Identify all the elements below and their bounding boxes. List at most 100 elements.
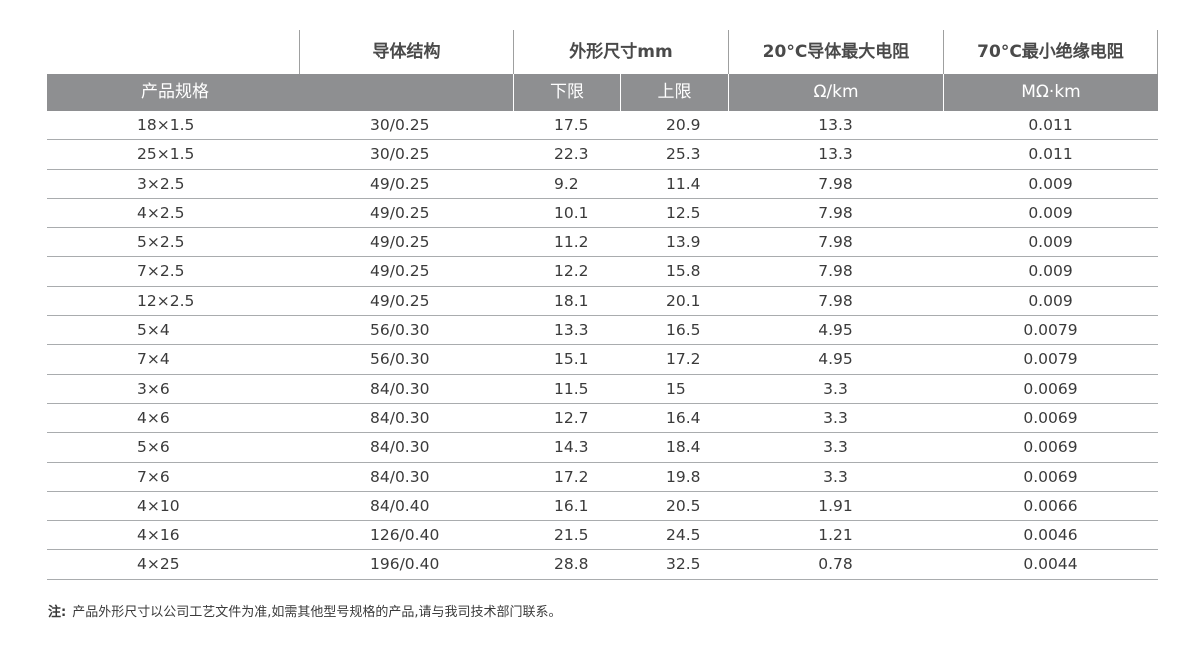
cell-spec: 4×16 [137, 526, 180, 545]
cell-upper: 18.4 [666, 438, 701, 457]
cell-upper: 17.2 [666, 350, 701, 369]
cell-spec: 5×6 [137, 438, 170, 457]
cell-insulation: 0.011 [1028, 145, 1073, 164]
cell-upper: 20.9 [666, 116, 701, 134]
cell-lower: 10.1 [554, 203, 589, 222]
table-row: 12×2.5 49/0.25 18.1 20.1 7.98 0.009 [47, 287, 1158, 317]
cell-conductor: 49/0.25 [370, 233, 430, 252]
cell-spec: 25×1.5 [137, 145, 195, 164]
cell-upper: 32.5 [666, 555, 701, 574]
cell-spec: 18×1.5 [137, 116, 195, 134]
cell-conductor: 196/0.40 [370, 555, 440, 574]
cell-lower: 12.2 [554, 262, 589, 281]
cell-insulation: 0.011 [1028, 116, 1073, 134]
cell-upper: 20.5 [666, 496, 701, 515]
cell-lower: 14.3 [554, 438, 589, 457]
column-divider [299, 30, 300, 74]
cell-resistance: 7.98 [818, 233, 853, 252]
cell-spec: 4×6 [137, 408, 170, 427]
header-res-unit: Ω/km [813, 82, 859, 102]
header-dimension: 外形尺寸mm [569, 42, 673, 62]
footnote-label: 注: [48, 605, 67, 620]
cell-upper: 15 [666, 379, 686, 398]
cell-insulation: 0.0079 [1023, 321, 1078, 340]
column-divider [728, 74, 729, 111]
cell-conductor: 84/0.30 [370, 379, 430, 398]
table-row: 25×1.5 30/0.25 22.3 25.3 13.3 0.011 [47, 140, 1158, 170]
column-divider [620, 74, 621, 111]
cell-resistance: 4.95 [818, 350, 853, 369]
header-ins-unit: MΩ·km [1021, 82, 1081, 102]
cell-spec: 4×2.5 [137, 203, 185, 222]
column-divider [943, 30, 944, 74]
cell-insulation: 0.0069 [1023, 438, 1078, 457]
table-body: 18×1.5 30/0.25 17.5 20.9 13.3 0.011 25×1.5 30/0… [47, 111, 1158, 580]
cell-insulation: 0.009 [1028, 291, 1073, 310]
cell-spec: 12×2.5 [137, 291, 195, 310]
footnote: 注: 产品外形尺寸以公司工艺文件为准,如需其他型号规格的产品,请与我司技术部门联系… [48, 601, 561, 620]
cell-spec: 7×2.5 [137, 262, 185, 281]
cell-upper: 16.4 [666, 408, 701, 427]
cell-spec: 4×25 [137, 555, 180, 574]
footnote-text: 产品外形尺寸以公司工艺文件为准,如需其他型号规格的产品,请与我司技术部门联系。 [72, 605, 562, 620]
cell-resistance: 1.91 [818, 496, 853, 515]
column-divider [943, 74, 944, 111]
table-row: 3×2.5 49/0.25 9.2 11.4 7.98 0.009 [47, 170, 1158, 199]
cell-resistance: 4.95 [818, 321, 853, 340]
cell-upper: 11.4 [666, 174, 701, 193]
cell-spec: 5×2.5 [137, 233, 185, 252]
table-row: 4×25 196/0.40 28.8 32.5 0.78 0.0044 [47, 550, 1158, 580]
cell-lower: 11.2 [554, 233, 589, 252]
cell-conductor: 84/0.30 [370, 438, 430, 457]
cell-spec: 4×10 [137, 496, 180, 515]
cell-resistance: 13.3 [818, 116, 853, 134]
cell-resistance: 7.98 [818, 291, 853, 310]
cell-insulation: 0.0066 [1023, 496, 1078, 515]
cell-conductor: 49/0.25 [370, 174, 430, 193]
cell-conductor: 56/0.30 [370, 321, 430, 340]
table-row: 5×6 84/0.30 14.3 18.4 3.3 0.0069 [47, 433, 1158, 463]
table-row: 4×6 84/0.30 12.7 16.4 3.3 0.0069 [47, 404, 1158, 434]
header-conductor: 导体结构 [372, 42, 441, 62]
cell-upper: 13.9 [666, 233, 701, 252]
cell-conductor: 56/0.30 [370, 350, 430, 369]
cell-lower: 17.2 [554, 467, 589, 486]
cell-conductor: 49/0.25 [370, 291, 430, 310]
cell-upper: 19.8 [666, 467, 701, 486]
table-row: 4×16 126/0.40 21.5 24.5 1.21 0.0046 [47, 521, 1158, 551]
table-row: 7×4 56/0.30 15.1 17.2 4.95 0.0079 [47, 345, 1158, 375]
table-row: 7×6 84/0.30 17.2 19.8 3.3 0.0069 [47, 463, 1158, 492]
cell-resistance: 7.98 [818, 203, 853, 222]
cell-spec: 5×4 [137, 321, 170, 340]
cell-insulation: 0.0079 [1023, 350, 1078, 369]
cell-lower: 28.8 [554, 555, 589, 574]
cell-insulation: 0.009 [1028, 233, 1073, 252]
column-divider [1157, 30, 1158, 74]
cell-upper: 16.5 [666, 321, 701, 340]
table-header-top: 导体结构 外形尺寸mm 20°C导体最大电阻 70°C最小绝缘电阻 [47, 30, 1158, 74]
header-lower: 下限 [550, 82, 584, 102]
column-divider [513, 30, 514, 74]
cell-lower: 17.5 [554, 116, 589, 134]
header-upper: 上限 [657, 82, 692, 102]
cell-lower: 15.1 [554, 350, 589, 369]
cell-upper: 15.8 [666, 262, 701, 281]
cell-resistance: 3.3 [823, 467, 848, 486]
cell-insulation: 0.0069 [1023, 379, 1078, 398]
column-divider [728, 30, 729, 74]
cell-lower: 16.1 [554, 496, 589, 515]
cell-upper: 20.1 [666, 291, 701, 310]
table-row: 4×2.5 49/0.25 10.1 12.5 7.98 0.009 [47, 199, 1158, 229]
header-insulation: 70°C最小绝缘电阻 [977, 42, 1124, 62]
cell-upper: 24.5 [666, 526, 701, 545]
cell-conductor: 84/0.30 [370, 467, 430, 486]
cell-resistance: 0.78 [818, 555, 853, 574]
cell-insulation: 0.009 [1028, 262, 1073, 281]
cell-spec: 3×6 [137, 379, 170, 398]
cell-lower: 18.1 [554, 291, 589, 310]
table-row: 4×10 84/0.40 16.1 20.5 1.91 0.0066 [47, 492, 1158, 522]
cell-conductor: 30/0.25 [370, 145, 430, 164]
cell-conductor: 126/0.40 [370, 526, 440, 545]
cell-resistance: 7.98 [818, 262, 853, 281]
cell-lower: 11.5 [554, 379, 589, 398]
